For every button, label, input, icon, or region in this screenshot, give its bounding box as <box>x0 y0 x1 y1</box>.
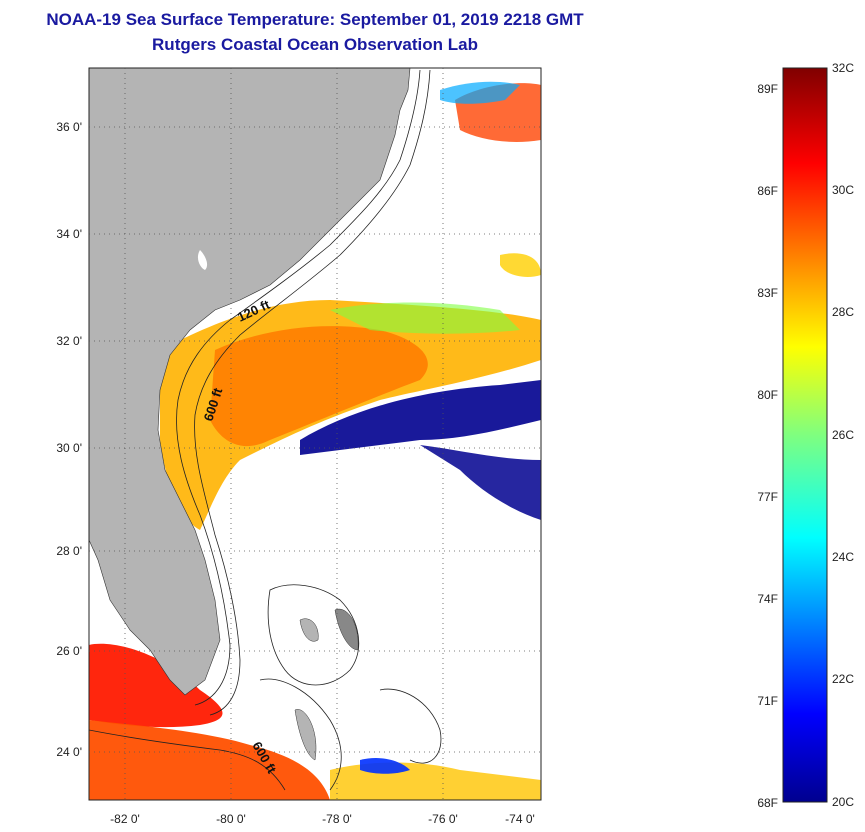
lat-label: 34 0' <box>56 227 82 241</box>
f-label: 89F <box>757 82 778 96</box>
colorbar: 89F 86F 83F 80F 77F 74F 71F 68F 32C 30C … <box>757 61 854 810</box>
lat-label: 36 0' <box>56 120 82 134</box>
lon-label: -78 0' <box>322 812 352 826</box>
celsius-labels: 32C 30C 28C 26C 24C 22C 20C <box>832 61 854 809</box>
f-label: 80F <box>757 388 778 402</box>
f-label: 68F <box>757 796 778 810</box>
c-label: 32C <box>832 61 854 75</box>
lat-label: 28 0' <box>56 544 82 558</box>
lat-label: 26 0' <box>56 644 82 658</box>
land-mass <box>89 68 411 696</box>
lat-label: 30 0' <box>56 441 82 455</box>
lat-label: 32 0' <box>56 334 82 348</box>
lon-label: -82 0' <box>110 812 140 826</box>
c-label: 24C <box>832 550 854 564</box>
fahrenheit-labels: 89F 86F 83F 80F 77F 74F 71F 68F <box>757 82 778 810</box>
f-label: 83F <box>757 286 778 300</box>
f-label: 71F <box>757 694 778 708</box>
c-label: 26C <box>832 428 854 442</box>
longitude-labels: -82 0' -80 0' -78 0' -76 0' -74 0' <box>110 812 535 826</box>
map-subtitle: Rutgers Coastal Ocean Observation Lab <box>152 35 478 54</box>
graticule <box>89 68 541 800</box>
c-label: 30C <box>832 183 854 197</box>
latitude-labels: 36 0' 34 0' 32 0' 30 0' 28 0' 26 0' 24 0… <box>56 120 82 759</box>
lon-label: -76 0' <box>428 812 458 826</box>
bathymetry-contours <box>89 69 442 791</box>
lon-label: -74 0' <box>505 812 535 826</box>
f-label: 74F <box>757 592 778 606</box>
f-label: 86F <box>757 184 778 198</box>
c-label: 20C <box>832 795 854 809</box>
map-title: NOAA-19 Sea Surface Temperature: Septemb… <box>46 10 584 29</box>
f-label: 77F <box>757 490 778 504</box>
lat-label: 24 0' <box>56 745 82 759</box>
c-label: 28C <box>832 305 854 319</box>
colorbar-gradient <box>782 67 828 803</box>
c-label: 22C <box>832 672 854 686</box>
lon-label: -80 0' <box>216 812 246 826</box>
